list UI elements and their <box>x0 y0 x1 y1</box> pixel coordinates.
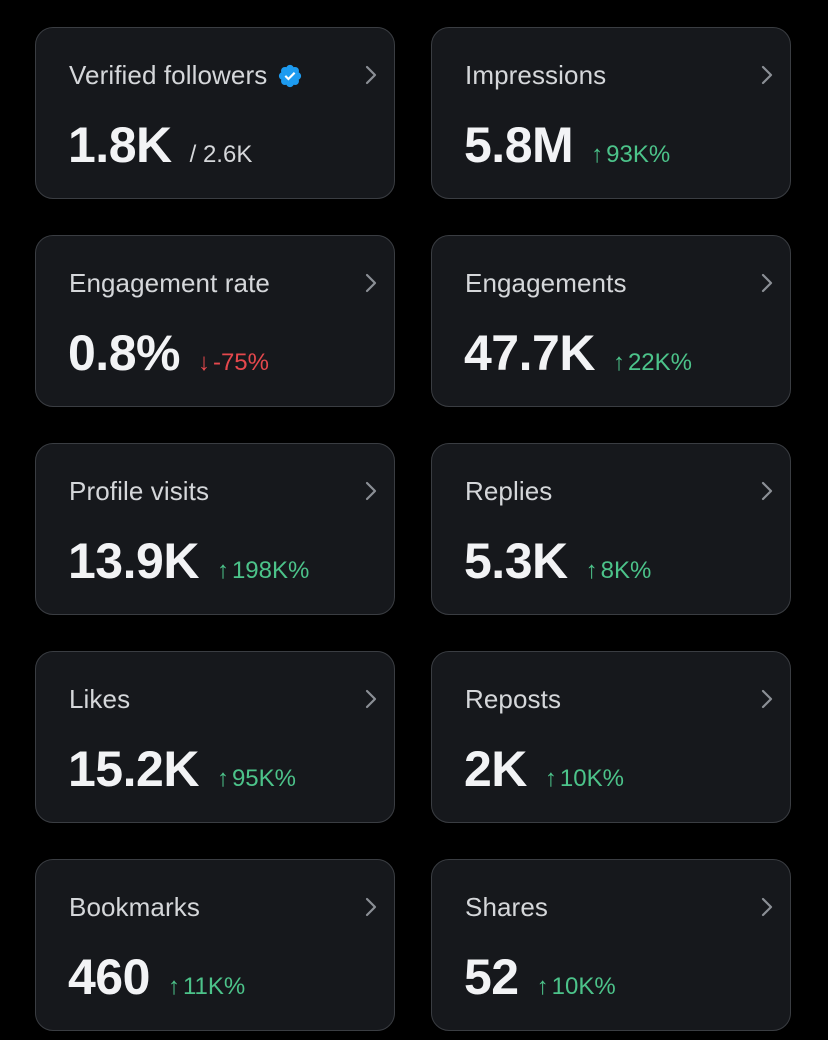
metric-change: ↑ 198K% <box>217 557 309 585</box>
card-verified-followers[interactable]: Verified followers 1.8K / 2.6K <box>35 27 395 199</box>
card-profile-visits[interactable]: Profile visits 13.9K ↑ 198K% <box>35 443 395 615</box>
card-label: Replies <box>465 476 553 506</box>
card-replies[interactable]: Replies 5.3K ↑ 8K% <box>431 443 791 615</box>
metric-change: ↓ -75% <box>198 349 269 377</box>
change-value: -75% <box>212 349 269 376</box>
metric-value: 5.8M <box>464 117 574 173</box>
change-value: 10K% <box>551 973 616 1000</box>
value-row: 0.8% ↓ -75% <box>68 324 269 382</box>
card-shares[interactable]: Shares 52 ↑ 10K% <box>431 859 791 1031</box>
chevron-right-icon <box>365 65 377 85</box>
card-label: Reposts <box>465 684 562 714</box>
metric-change: ↑ 10K% <box>537 973 616 1001</box>
metric-value: 5.3K <box>464 533 568 589</box>
card-engagement-rate[interactable]: Engagement rate 0.8% ↓ -75% <box>35 235 395 407</box>
arrow-up-icon: ↑ <box>591 141 604 168</box>
arrow-up-icon: ↑ <box>585 557 598 584</box>
change-value: 11K% <box>182 973 246 1000</box>
card-label: Bookmarks <box>69 892 200 922</box>
card-likes[interactable]: Likes 15.2K ↑ 95K% <box>35 651 395 823</box>
metric-value: 1.8K <box>68 117 172 173</box>
metric-value: 52 <box>464 949 519 1005</box>
chevron-right-icon <box>365 273 377 293</box>
chevron-right-icon <box>761 481 773 501</box>
value-row: 2K ↑ 10K% <box>464 740 624 798</box>
change-value: 198K% <box>231 557 310 584</box>
arrow-up-icon: ↑ <box>167 973 180 1000</box>
card-label: Engagements <box>465 268 627 298</box>
arrow-up-icon: ↑ <box>612 349 625 376</box>
value-row: 5.3K ↑ 8K% <box>464 532 651 590</box>
card-label: Likes <box>69 684 131 714</box>
metric-change: ↑ 95K% <box>217 765 296 793</box>
metric-value: 2K <box>464 741 527 797</box>
chevron-right-icon <box>365 897 377 917</box>
change-value: 95K% <box>231 765 296 792</box>
metric-value: 13.9K <box>68 533 199 589</box>
metric-value: 15.2K <box>68 741 199 797</box>
arrow-up-icon: ↑ <box>216 557 229 584</box>
card-label: Shares <box>465 892 548 922</box>
metric-change: ↑ 22K% <box>613 349 692 377</box>
metric-change: ↑ 11K% <box>168 973 245 1001</box>
metric-total: / 2.6K <box>189 141 253 168</box>
value-row: 1.8K / 2.6K <box>68 116 252 174</box>
metric-change: ↑ 10K% <box>545 765 624 793</box>
chevron-right-icon <box>365 689 377 709</box>
chevron-right-icon <box>761 65 773 85</box>
metric-change: ↑ 8K% <box>586 557 652 585</box>
value-row: 13.9K ↑ 198K% <box>68 532 309 590</box>
change-value: 10K% <box>559 765 624 792</box>
value-row: 460 ↑ 11K% <box>68 948 245 1006</box>
card-label-wrap: Verified followers <box>69 60 303 91</box>
arrow-up-icon: ↑ <box>216 765 229 792</box>
metric-change: ↑ 93K% <box>591 141 670 169</box>
card-reposts[interactable]: Reposts 2K ↑ 10K% <box>431 651 791 823</box>
metric-value: 47.7K <box>464 325 595 381</box>
verified-badge-icon <box>279 64 302 87</box>
metric-value: 0.8% <box>68 325 180 381</box>
value-row: 5.8M ↑ 93K% <box>464 116 670 174</box>
card-bookmarks[interactable]: Bookmarks 460 ↑ 11K% <box>35 859 395 1031</box>
metric-value: 460 <box>68 949 150 1005</box>
chevron-right-icon <box>761 273 773 293</box>
card-label: Verified followers <box>69 60 268 90</box>
value-row: 52 ↑ 10K% <box>464 948 616 1006</box>
card-impressions[interactable]: Impressions 5.8M ↑ 93K% <box>431 27 791 199</box>
chevron-right-icon <box>365 481 377 501</box>
card-label: Engagement rate <box>69 268 270 298</box>
arrow-up-icon: ↑ <box>536 973 549 1000</box>
chevron-right-icon <box>761 689 773 709</box>
value-row: 15.2K ↑ 95K% <box>68 740 296 798</box>
arrow-down-icon: ↓ <box>197 349 210 376</box>
change-value: 93K% <box>606 141 671 168</box>
chevron-right-icon <box>761 897 773 917</box>
card-engagements[interactable]: Engagements 47.7K ↑ 22K% <box>431 235 791 407</box>
card-label: Profile visits <box>69 476 210 506</box>
change-value: 8K% <box>600 557 652 584</box>
arrow-up-icon: ↑ <box>544 765 557 792</box>
card-label: Impressions <box>465 60 607 90</box>
change-value: 22K% <box>627 349 692 376</box>
value-row: 47.7K ↑ 22K% <box>464 324 692 382</box>
